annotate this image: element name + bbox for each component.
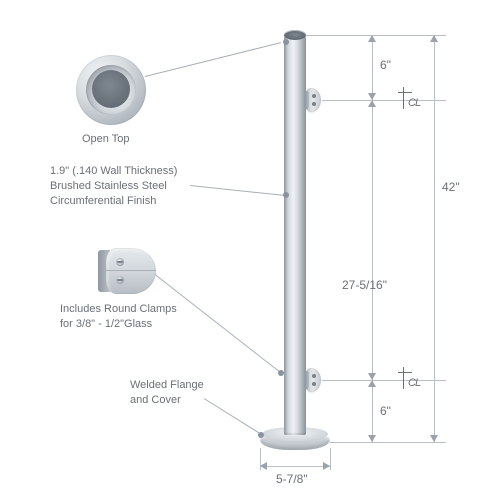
post [284, 35, 306, 435]
arrow-total-dn [430, 435, 438, 442]
arrow-total-up [430, 35, 438, 42]
dim-base: 5-7/8" [276, 472, 308, 486]
arrow-base-l [260, 462, 267, 470]
dimh-base [260, 466, 330, 467]
ext-base-right [330, 448, 331, 470]
arrow-top6-dn [368, 93, 376, 100]
arrow-top6-up [368, 35, 376, 42]
ext-lower-clamp [322, 380, 446, 381]
leader-flange [204, 398, 261, 434]
leader-open-top [145, 42, 281, 77]
arrow-mid-dn [368, 373, 376, 380]
leader-dot-clamps [278, 370, 284, 376]
leader-dot-material [283, 192, 289, 198]
ext-base [330, 442, 446, 443]
arrow-mid-up [368, 100, 376, 107]
dimv-total [434, 35, 435, 442]
leader-dot-open-top [283, 39, 289, 45]
clamp-lower [305, 368, 321, 392]
dim-top6: 6" [380, 58, 391, 72]
dim-bot6: 6" [380, 404, 391, 418]
arrow-bot6-up [368, 380, 376, 387]
open-top-ring-hole [92, 70, 130, 108]
dimv-bot6 [372, 380, 373, 442]
clamp-detail [98, 248, 156, 294]
arrow-bot6-dn [368, 435, 376, 442]
cl-lower: CL [400, 376, 412, 388]
dimv-top6 [372, 35, 373, 100]
leader-material [190, 185, 285, 196]
ext-top [306, 35, 446, 36]
dimv-mid [372, 100, 373, 380]
dim-total: 42" [442, 180, 460, 194]
label-clamps: Includes Round Clamps for 3/8" - 1/2"Gla… [60, 302, 177, 332]
ext-upper-clamp [322, 100, 446, 101]
cl-upper: CL [400, 96, 412, 108]
leader-dot-flange [258, 432, 264, 438]
clamp-upper [305, 88, 321, 112]
arrow-base-r [323, 462, 330, 470]
label-flange: Welded Flange and Cover [130, 378, 204, 408]
diagram-stage: Open Top 1.9" (.140 Wall Thickness) Brus… [0, 0, 500, 500]
label-material: 1.9" (.140 Wall Thickness) Brushed Stain… [50, 164, 177, 209]
label-open-top: Open Top [82, 132, 130, 147]
dim-mid: 27-5/16" [342, 278, 387, 292]
